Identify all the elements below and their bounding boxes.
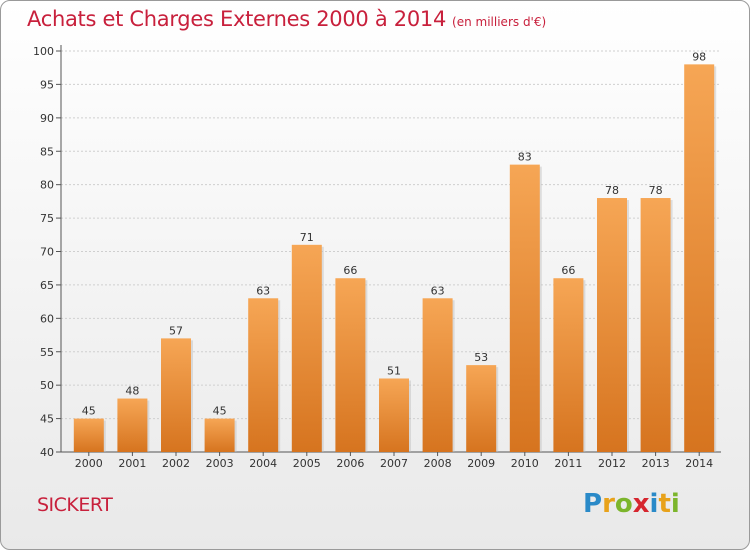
data-label-2002: 57 bbox=[169, 324, 183, 337]
logo-letter: o bbox=[614, 489, 633, 519]
x-tick-label-2003: 2003 bbox=[206, 457, 234, 470]
data-label-2009: 53 bbox=[474, 351, 488, 364]
y-tick-label: 100 bbox=[33, 45, 54, 58]
bar-2009 bbox=[466, 365, 497, 452]
y-tick-label: 40 bbox=[40, 446, 54, 459]
bar-2007 bbox=[379, 378, 409, 452]
x-tick-label-2009: 2009 bbox=[467, 457, 495, 470]
x-tick-label-2014: 2014 bbox=[685, 457, 713, 470]
data-label-2013: 78 bbox=[649, 184, 663, 197]
y-tick-label: 95 bbox=[40, 78, 54, 91]
x-tick-label-2006: 2006 bbox=[336, 457, 364, 470]
y-tick-label: 60 bbox=[40, 312, 54, 325]
bar-2004 bbox=[248, 298, 279, 452]
x-tick-label-2012: 2012 bbox=[598, 457, 626, 470]
x-tick-label-2013: 2013 bbox=[642, 457, 670, 470]
y-tick-label: 80 bbox=[40, 179, 54, 192]
x-tick-label-2011: 2011 bbox=[554, 457, 582, 470]
logo-letter: x bbox=[632, 489, 650, 519]
logo-letter: i bbox=[670, 489, 680, 519]
y-tick-label: 45 bbox=[40, 413, 54, 426]
data-label-2004: 63 bbox=[256, 284, 270, 297]
y-tick-label: 55 bbox=[40, 346, 54, 359]
bar-2010 bbox=[509, 164, 540, 452]
bar-2011 bbox=[553, 278, 584, 452]
data-label-2006: 66 bbox=[343, 264, 357, 277]
data-label-2000: 45 bbox=[82, 405, 96, 418]
bar-2006 bbox=[335, 278, 366, 452]
y-tick-label: 50 bbox=[40, 379, 54, 392]
bar-2002 bbox=[161, 338, 191, 452]
x-tick-label-2005: 2005 bbox=[293, 457, 321, 470]
logo-letter: r bbox=[602, 489, 615, 519]
proxiti-logo: Proxiti bbox=[583, 489, 680, 519]
y-tick-label: 75 bbox=[40, 212, 54, 225]
commune-name: SICKERT bbox=[37, 494, 113, 516]
unit-note: (en milliers d'€) bbox=[452, 15, 547, 29]
x-tick-label-2002: 2002 bbox=[162, 457, 190, 470]
chart-title: Achats et Charges Externes 2000 à 2014 (e… bbox=[27, 7, 547, 31]
bar-2008 bbox=[422, 298, 453, 452]
data-label-2005: 71 bbox=[300, 231, 314, 244]
bar-2003 bbox=[204, 418, 235, 452]
bar-2012 bbox=[597, 198, 627, 452]
y-tick-label: 85 bbox=[40, 145, 54, 158]
bar-2005 bbox=[291, 244, 322, 452]
bar-2013 bbox=[640, 198, 671, 452]
bars bbox=[73, 64, 717, 452]
y-tick-label: 65 bbox=[40, 279, 54, 292]
y-tick-label: 90 bbox=[40, 112, 54, 125]
data-label-2001: 48 bbox=[125, 385, 139, 398]
data-label-2007: 51 bbox=[387, 364, 401, 377]
y-tick-label: 70 bbox=[40, 246, 54, 259]
x-tick-label-2001: 2001 bbox=[118, 457, 146, 470]
x-tick-label-2008: 2008 bbox=[424, 457, 452, 470]
logo-letter: P bbox=[583, 489, 603, 519]
x-tick-label-2000: 2000 bbox=[75, 457, 103, 470]
x-tick-label-2010: 2010 bbox=[511, 457, 539, 470]
logo-letter: t bbox=[658, 489, 671, 519]
data-label-2008: 63 bbox=[431, 284, 445, 297]
bar-2000 bbox=[73, 418, 104, 452]
data-label-2014: 98 bbox=[692, 50, 706, 63]
bar-2001 bbox=[117, 398, 148, 452]
data-label-2010: 83 bbox=[518, 151, 532, 164]
data-label-2012: 78 bbox=[605, 184, 619, 197]
bar-2014 bbox=[684, 64, 715, 452]
labels: 45 2000 48 2001 57 2002 45 2003 63 2004 71 2005 66 20… bbox=[75, 50, 713, 470]
data-label-2003: 45 bbox=[213, 405, 227, 418]
x-tick-label-2004: 2004 bbox=[249, 457, 277, 470]
logo-letter: i bbox=[649, 489, 659, 519]
x-tick-label-2007: 2007 bbox=[380, 457, 408, 470]
data-label-2011: 66 bbox=[561, 264, 575, 277]
